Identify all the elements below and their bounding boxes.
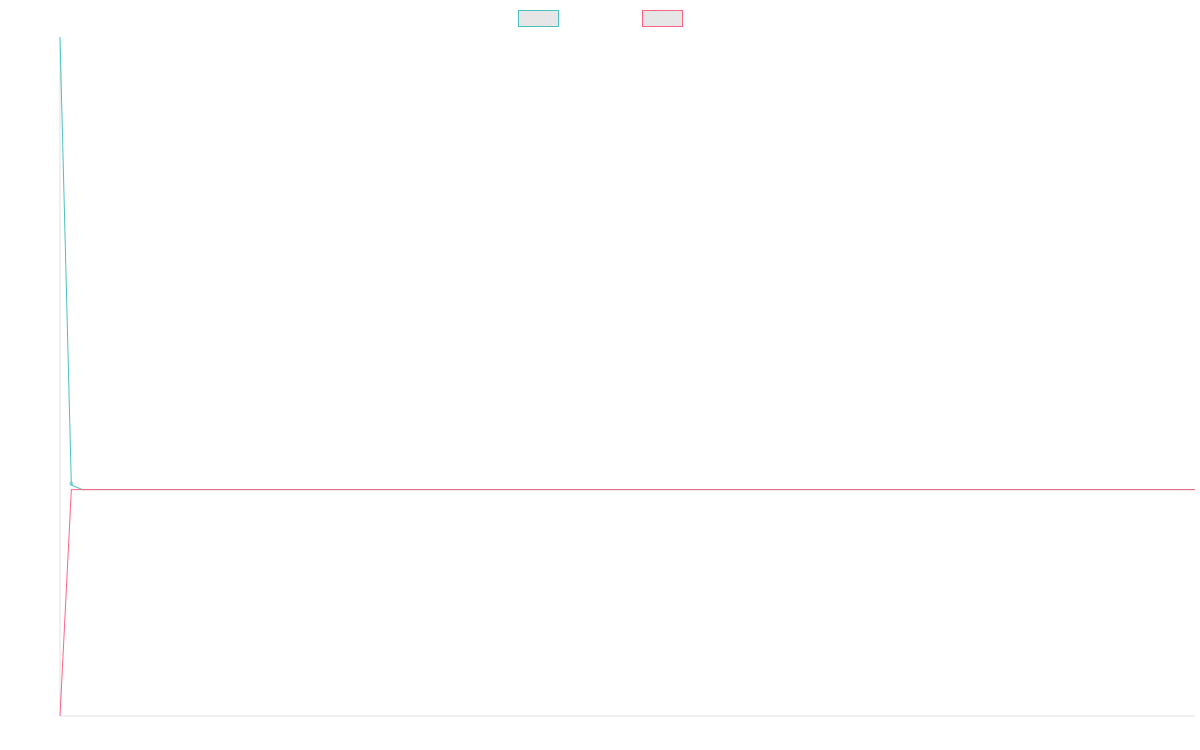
series-line-1 bbox=[59, 36, 1195, 491]
legend-swatch bbox=[518, 10, 559, 27]
legend-swatch bbox=[642, 10, 683, 27]
plot-area bbox=[59, 36, 1195, 717]
series-line-2 bbox=[59, 489, 1195, 717]
axes bbox=[59, 37, 1195, 717]
legend bbox=[518, 10, 683, 27]
series-point-1 bbox=[69, 481, 74, 486]
legend-item-1[interactable] bbox=[518, 10, 559, 27]
legend-item-2[interactable] bbox=[642, 10, 683, 27]
